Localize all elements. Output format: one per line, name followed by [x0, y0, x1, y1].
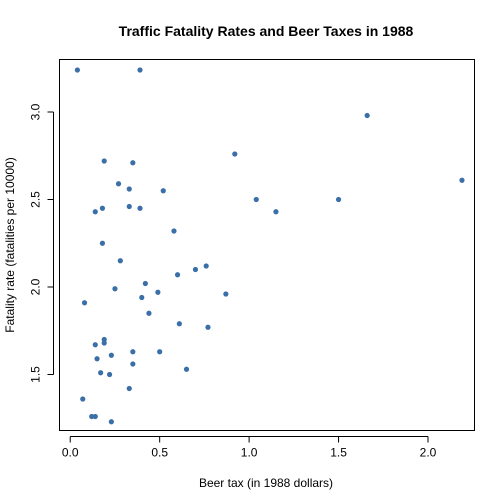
- data-point: [99, 240, 106, 246]
- x-tick-label: 0.5: [151, 446, 168, 460]
- data-point: [130, 349, 136, 355]
- data-point: [126, 385, 132, 392]
- data-point: [459, 177, 465, 183]
- data-point: [232, 151, 238, 157]
- data-point: [74, 67, 80, 73]
- plot-frame: [59, 59, 475, 431]
- data-point: [203, 263, 209, 269]
- y-axis: 1.5 2.0 2.5 3.0: [29, 103, 54, 383]
- data-point: [81, 300, 88, 306]
- data-point: [108, 419, 114, 425]
- data-point: [174, 272, 181, 278]
- data-point: [176, 321, 182, 327]
- data-point: [92, 342, 98, 348]
- data-point: [99, 205, 106, 211]
- y-tick-label: 3.0: [29, 103, 43, 120]
- data-point: [171, 228, 177, 234]
- x-tick-label: 1.0: [241, 446, 258, 460]
- y-tick-label: 1.5: [29, 366, 43, 383]
- data-point: [364, 112, 370, 119]
- data-point: [101, 158, 107, 164]
- data-point: [126, 203, 132, 210]
- data-point: [205, 324, 211, 330]
- data-point: [157, 349, 163, 355]
- data-point: [115, 181, 122, 187]
- data-point: [137, 205, 143, 211]
- data-point: [273, 209, 279, 215]
- x-tick-label: 1.5: [330, 446, 347, 460]
- data-point: [98, 370, 104, 376]
- data-point: [92, 413, 98, 420]
- data-point: [137, 67, 143, 73]
- data-point: [130, 361, 136, 367]
- x-tick-label: 0.0: [62, 446, 79, 460]
- data-point: [92, 209, 98, 215]
- data-point: [112, 286, 118, 292]
- data-point: [106, 371, 113, 378]
- data-point: [126, 186, 132, 192]
- data-point: [160, 188, 166, 194]
- data-point: [223, 291, 229, 297]
- data-point: [117, 258, 123, 264]
- data-point: [253, 196, 259, 203]
- data-point: [108, 352, 114, 358]
- x-axis-label: Beer tax (in 1988 dollars): [199, 476, 333, 490]
- chart-title: Traffic Fatality Rates and Beer Taxes in…: [119, 23, 414, 39]
- data-point: [130, 160, 136, 166]
- y-tick-label: 2.5: [29, 191, 43, 208]
- data-point: [101, 340, 107, 346]
- data-point: [155, 289, 161, 295]
- x-axis: 0.0 0.5 1.0 1.5 2.0: [62, 436, 437, 460]
- x-tick-label: 2.0: [420, 446, 437, 460]
- y-tick-label: 2.0: [29, 278, 43, 295]
- data-point: [142, 280, 148, 287]
- data-point: [192, 266, 199, 273]
- data-point: [139, 294, 145, 301]
- data-point: [335, 196, 342, 203]
- data-point: [146, 310, 152, 316]
- data-points: [74, 67, 465, 425]
- data-point: [89, 413, 95, 420]
- data-point: [183, 366, 190, 372]
- y-axis-label: Fatality rate (fatalities per 10000): [3, 157, 17, 332]
- data-point: [94, 356, 100, 362]
- data-point: [80, 396, 86, 402]
